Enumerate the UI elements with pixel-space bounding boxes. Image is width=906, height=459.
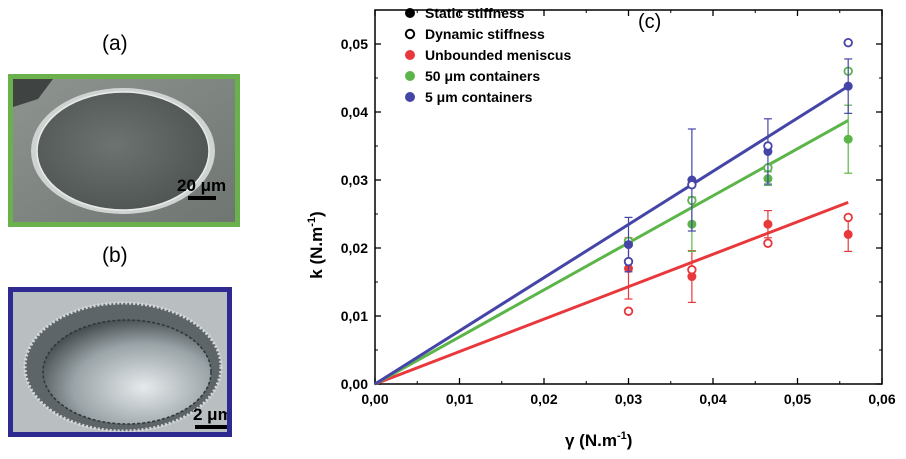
dynamic-point bbox=[843, 37, 853, 48]
dynamic-point bbox=[623, 306, 634, 316]
dynamic-point bbox=[763, 238, 773, 248]
x-tick-label: 0,06 bbox=[868, 391, 895, 407]
micrograph-a: 20 μm bbox=[8, 74, 240, 227]
fit-lines bbox=[374, 84, 849, 386]
y-tick-label: 0,04 bbox=[341, 104, 368, 120]
y-tick-label: 0,05 bbox=[341, 36, 368, 52]
legend-marker bbox=[405, 92, 415, 102]
y-tick-label: 0,02 bbox=[341, 240, 368, 256]
scale-bar-a-text: 20 μm bbox=[177, 176, 226, 195]
legend-marker bbox=[405, 50, 415, 60]
x-tick-label: 0,03 bbox=[615, 391, 642, 407]
container-5um-image: 2 μm bbox=[13, 292, 227, 432]
dynamic-point bbox=[763, 141, 773, 151]
y-tick-label: 0,00 bbox=[341, 376, 368, 392]
static-point bbox=[843, 134, 853, 144]
chart-axes: 0,00 0,01 0,02 0,03 0,04 0,05 0,06 0,00 0,01 0,02… bbox=[341, 9, 896, 407]
y-axis-title: k (N.m-1) bbox=[306, 211, 326, 278]
x-tick-label: 0,02 bbox=[530, 391, 557, 407]
container-50um-image: 20 μm bbox=[13, 79, 235, 222]
legend-marker bbox=[405, 71, 415, 81]
plot-frame bbox=[374, 9, 883, 385]
scale-bar-b-text: 2 μm bbox=[193, 405, 227, 424]
static-point bbox=[763, 219, 773, 229]
panel-b-label: (b) bbox=[102, 244, 128, 267]
legend-label: Unbounded meniscus bbox=[425, 47, 571, 63]
dynamic-point bbox=[687, 180, 697, 190]
panel-c-label: (c) bbox=[638, 11, 661, 33]
x-axis-title: γ (N.m-1) bbox=[565, 430, 632, 450]
data-points bbox=[623, 37, 853, 316]
legend-label: Dynamic stiffness bbox=[425, 26, 545, 42]
static-point bbox=[843, 229, 853, 239]
dynamic-point bbox=[843, 212, 853, 223]
fit-line bbox=[374, 84, 849, 386]
y-tick-label: 0,01 bbox=[341, 308, 368, 324]
x-tick-label: 0,04 bbox=[699, 391, 726, 407]
dynamic-point bbox=[687, 265, 697, 275]
panel-a-label: (a) bbox=[102, 32, 128, 55]
legend: Static stiffness Dynamic stiffness Unbound… bbox=[404, 5, 571, 105]
stiffness-chart: 0,00 0,01 0,02 0,03 0,04 0,05 0,06 0,00 0,01 0,02… bbox=[306, 5, 896, 450]
legend-marker bbox=[404, 28, 416, 40]
x-tick-label: 0,01 bbox=[446, 391, 473, 407]
micrograph-b: 2 μm bbox=[8, 287, 232, 437]
y-tick-label: 0,03 bbox=[341, 172, 368, 188]
static-point bbox=[687, 272, 697, 282]
fit-line bbox=[374, 200, 849, 386]
legend-label: Static stiffness bbox=[425, 5, 525, 21]
x-tick-label: 0,05 bbox=[784, 391, 811, 407]
x-tick-label: 0,00 bbox=[361, 391, 388, 407]
legend-marker bbox=[405, 8, 415, 18]
legend-label: 5 μm containers bbox=[425, 89, 533, 105]
static-point bbox=[624, 240, 633, 250]
legend-label: 50 μm containers bbox=[425, 68, 540, 84]
static-point bbox=[843, 81, 853, 91]
fit-line bbox=[374, 119, 849, 386]
dynamic-point bbox=[623, 256, 634, 267]
